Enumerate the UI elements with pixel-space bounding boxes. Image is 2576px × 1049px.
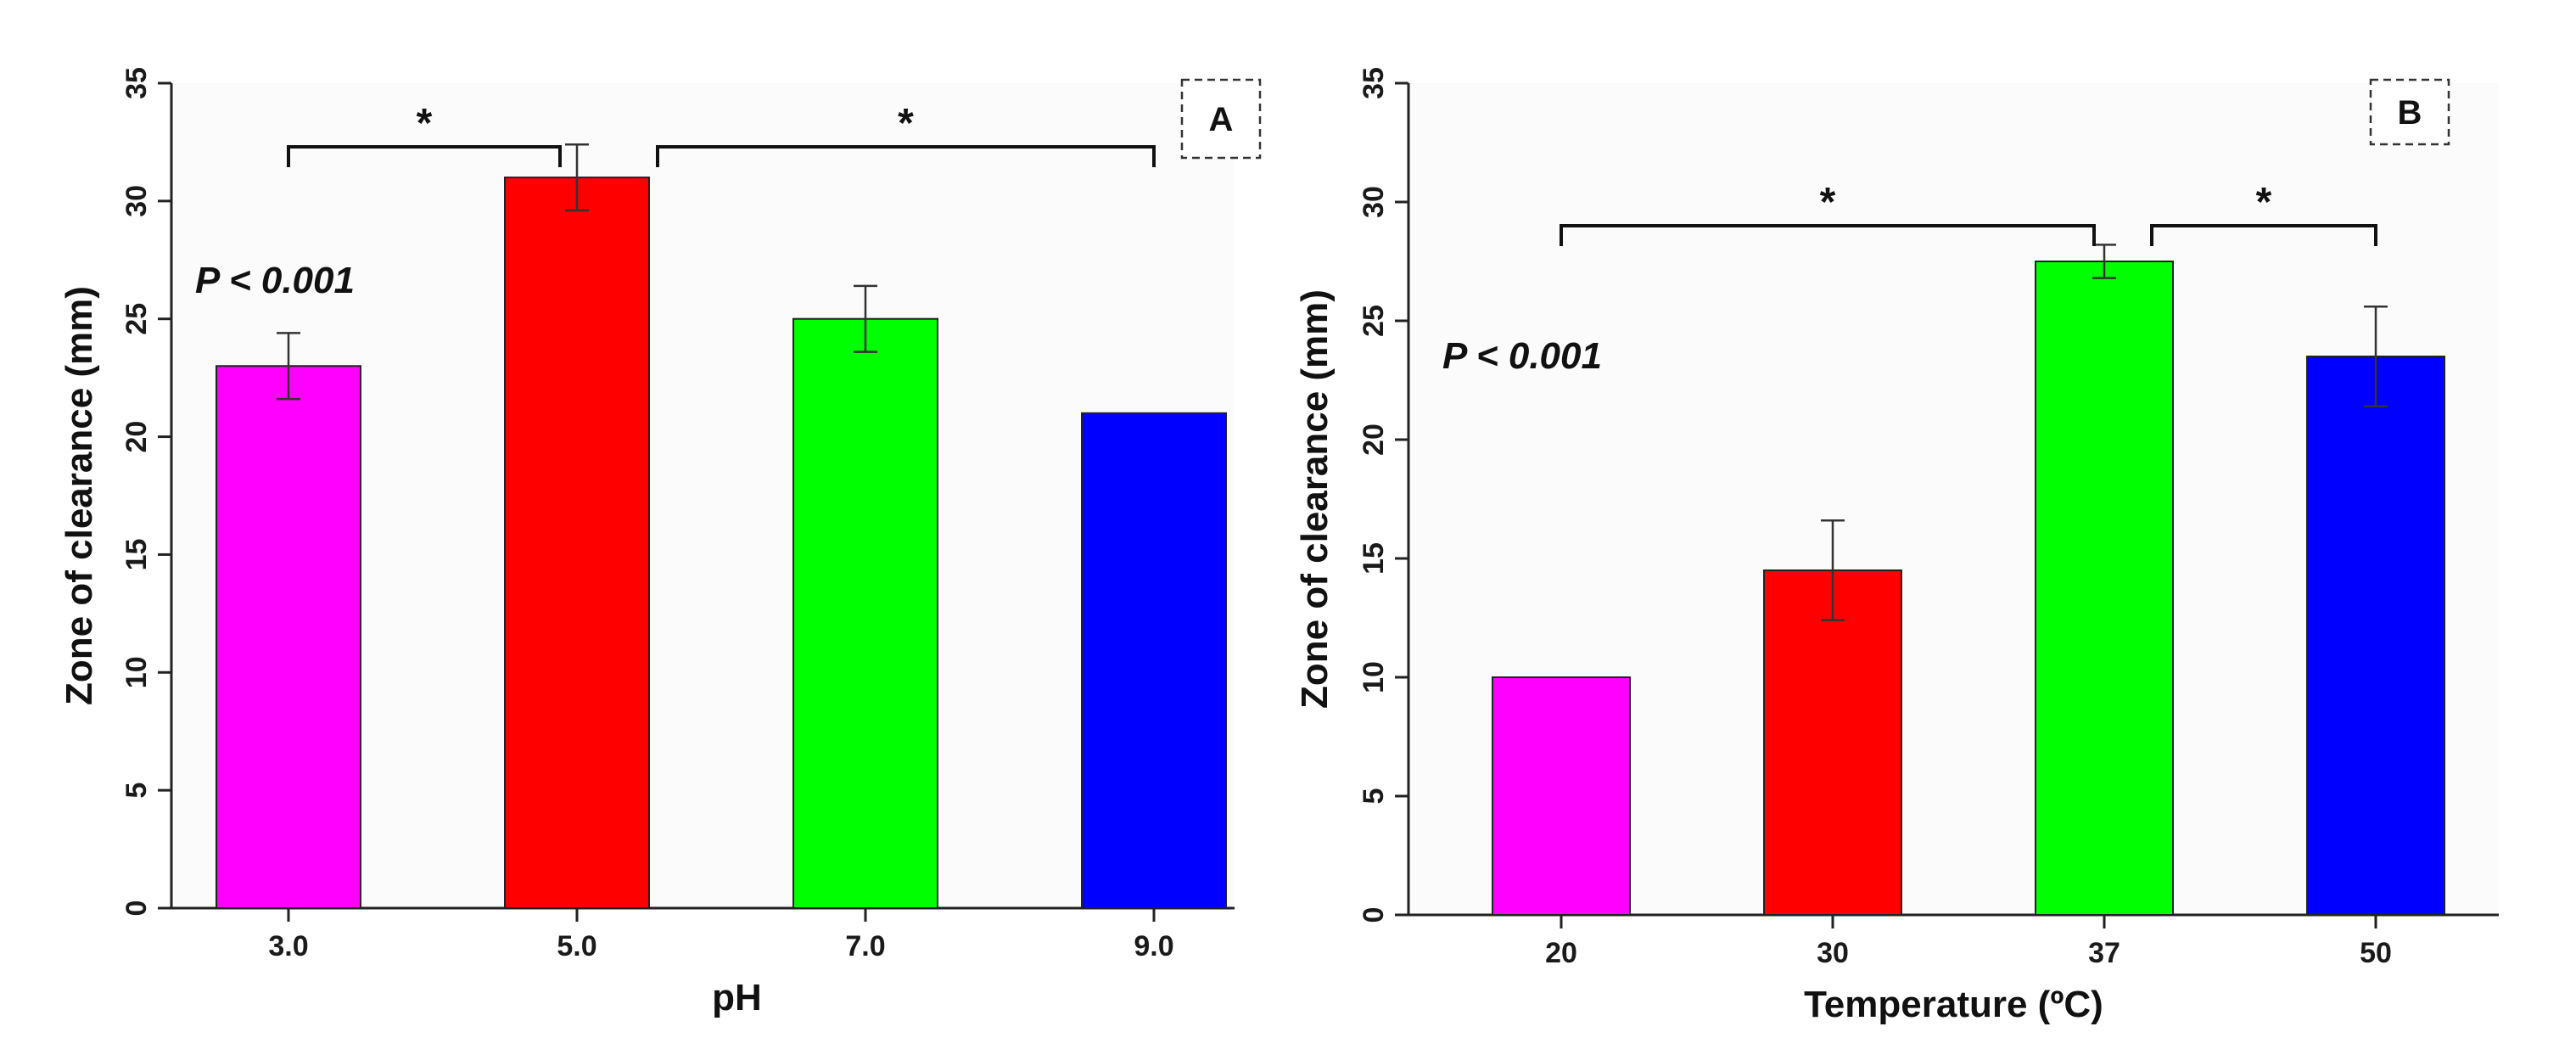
panel-b: 0 5 10 15 20 25 30 35 Zone of clearance (mm) 20 30… xyxy=(1294,67,2499,1025)
y-tick-label: 25 xyxy=(1358,305,1390,337)
bar xyxy=(216,365,361,909)
x-tick-label: 50 xyxy=(2360,937,2392,969)
y-tick-label: 15 xyxy=(1358,542,1390,575)
bar xyxy=(2306,356,2445,916)
x-axis-title: Temperature (ºC) xyxy=(1804,984,2103,1025)
significance-star: * xyxy=(2256,180,2272,225)
y-tick-label: 25 xyxy=(120,303,153,335)
x-axis-title: pH xyxy=(712,977,762,1018)
y-tick-label: 20 xyxy=(120,421,153,453)
significance-bracket xyxy=(1560,224,2096,246)
x-tick-label: 5.0 xyxy=(557,930,596,962)
y-tick-label: 5 xyxy=(1358,788,1390,805)
x-tick-label: 30 xyxy=(1817,937,1849,969)
y-axis-title: Zone of clearance (mm) xyxy=(1294,289,1336,709)
y-tick-label: 35 xyxy=(1358,67,1390,99)
bar xyxy=(1763,569,1902,916)
y-tick-label: 35 xyxy=(120,67,153,99)
significance-star: * xyxy=(1820,180,1836,225)
bar xyxy=(504,177,650,910)
y-tick-label: 20 xyxy=(1358,424,1390,456)
significance-bracket xyxy=(2150,224,2377,246)
x-tick-label: 9.0 xyxy=(1134,930,1173,962)
p-value-annotation: P < 0.001 xyxy=(1442,335,1602,377)
significance-star: * xyxy=(898,101,914,146)
p-value-annotation: P < 0.001 xyxy=(195,260,355,301)
x-tick-label: 7.0 xyxy=(845,930,885,962)
bar xyxy=(2035,261,2174,916)
bar xyxy=(1081,412,1227,909)
bar xyxy=(792,317,938,909)
x-tick-label: 3.0 xyxy=(268,930,308,962)
panel-label: B xyxy=(2398,94,2422,132)
y-tick-label: 30 xyxy=(1358,186,1390,218)
x-tick-label: 20 xyxy=(1545,937,1577,969)
panel-label-box xyxy=(2369,78,2450,146)
panel-label: A xyxy=(1209,101,1234,138)
y-axis-title: Zone of clearance (mm) xyxy=(59,286,100,705)
y-tick-label: 5 xyxy=(120,783,153,799)
significance-bracket xyxy=(287,144,562,167)
y-tick-label: 0 xyxy=(1358,907,1390,923)
x-tick-label: 37 xyxy=(2088,937,2120,969)
y-tick-label: 30 xyxy=(120,185,153,217)
y-tick-label: 15 xyxy=(120,539,153,571)
panel-label-box xyxy=(1180,78,1262,160)
bar xyxy=(1492,676,1631,916)
panel-a: 0 5 10 15 20 25 30 35 Zone of clearance (mm) 3.0 5… xyxy=(59,67,1262,1018)
y-tick-label: 10 xyxy=(120,656,153,688)
significance-star: * xyxy=(417,101,433,146)
significance-bracket xyxy=(656,144,1156,167)
y-tick-label: 0 xyxy=(120,900,153,917)
y-tick-label: 10 xyxy=(1358,661,1390,693)
